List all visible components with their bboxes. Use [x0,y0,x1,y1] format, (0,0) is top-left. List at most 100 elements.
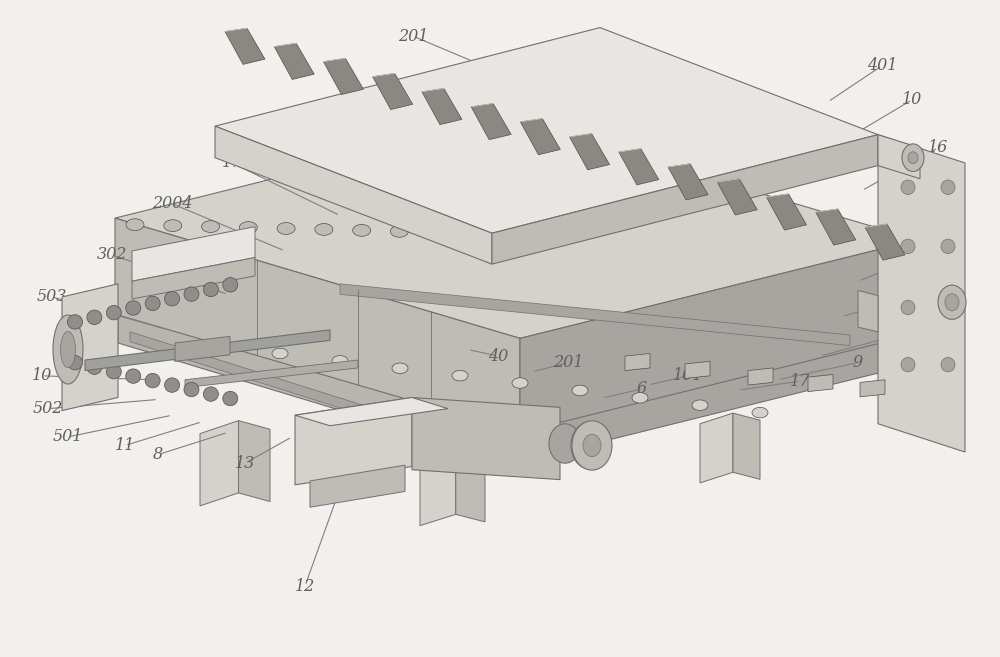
Polygon shape [748,368,773,385]
Polygon shape [85,330,330,371]
Text: 10: 10 [32,367,52,384]
Polygon shape [515,330,920,463]
Polygon shape [239,420,270,501]
Ellipse shape [632,393,648,403]
Ellipse shape [164,219,182,231]
Polygon shape [118,212,920,428]
Text: 14: 14 [288,118,308,135]
Polygon shape [200,420,239,506]
Ellipse shape [239,221,257,233]
Ellipse shape [145,373,160,388]
Ellipse shape [184,287,199,302]
Polygon shape [808,374,833,392]
Polygon shape [175,336,230,361]
Text: 11: 11 [115,437,135,454]
Ellipse shape [145,296,160,311]
Polygon shape [865,224,905,260]
Ellipse shape [165,292,180,306]
Polygon shape [733,413,760,480]
Polygon shape [520,240,918,432]
Text: 8: 8 [153,446,163,463]
Ellipse shape [203,283,218,297]
Polygon shape [668,164,708,200]
Polygon shape [310,465,405,507]
Ellipse shape [332,355,348,366]
Text: 16: 16 [928,139,948,156]
Ellipse shape [908,152,918,164]
Text: 6: 6 [637,380,647,397]
Polygon shape [717,179,757,215]
Polygon shape [492,135,878,264]
Ellipse shape [68,315,82,329]
Ellipse shape [945,294,959,311]
Text: 302: 302 [97,246,127,263]
Ellipse shape [60,332,76,368]
Text: 9: 9 [853,354,863,371]
Polygon shape [422,89,462,125]
Polygon shape [456,452,485,522]
Polygon shape [860,380,885,397]
Text: 18: 18 [888,327,908,344]
Polygon shape [816,209,856,245]
Ellipse shape [353,225,371,237]
Polygon shape [685,361,710,378]
Polygon shape [295,397,448,426]
Polygon shape [619,148,659,185]
Polygon shape [858,290,878,332]
Polygon shape [274,43,314,79]
Polygon shape [215,126,492,264]
Ellipse shape [901,357,915,372]
Ellipse shape [549,424,581,463]
Text: 201: 201 [398,28,428,45]
Polygon shape [215,28,878,233]
Ellipse shape [692,400,708,411]
Ellipse shape [106,365,121,379]
Ellipse shape [938,285,966,319]
Polygon shape [132,258,255,299]
Text: 40: 40 [488,348,508,365]
Ellipse shape [572,385,588,396]
Ellipse shape [184,382,199,397]
Ellipse shape [53,315,83,384]
Text: 101: 101 [673,367,703,384]
Ellipse shape [315,223,333,235]
Polygon shape [115,120,918,338]
Text: 13: 13 [235,455,255,472]
Text: 15: 15 [925,242,945,260]
Ellipse shape [428,227,446,238]
Polygon shape [225,28,265,64]
Ellipse shape [452,371,468,381]
Ellipse shape [571,422,609,469]
Ellipse shape [941,180,955,194]
Ellipse shape [902,144,924,171]
Text: 2004: 2004 [152,195,192,212]
Text: 10: 10 [902,91,922,108]
Polygon shape [115,218,520,432]
Text: 12: 12 [295,578,315,595]
Polygon shape [570,133,610,170]
Polygon shape [625,353,650,371]
Ellipse shape [901,300,915,315]
Ellipse shape [752,407,768,418]
Polygon shape [295,397,412,485]
Ellipse shape [512,378,528,388]
Text: 19: 19 [920,282,940,299]
Ellipse shape [466,227,484,239]
Text: 17: 17 [790,373,810,390]
Ellipse shape [941,300,955,315]
Polygon shape [412,397,560,480]
Ellipse shape [223,278,238,292]
Ellipse shape [272,348,288,359]
Polygon shape [520,119,560,155]
Polygon shape [185,360,358,388]
Polygon shape [767,194,807,230]
Text: 501: 501 [53,428,83,445]
Polygon shape [62,284,118,411]
Polygon shape [323,58,363,95]
Ellipse shape [202,221,220,233]
Ellipse shape [87,360,102,374]
Ellipse shape [87,310,102,325]
Polygon shape [132,227,255,281]
Ellipse shape [277,223,295,235]
Ellipse shape [203,387,218,401]
